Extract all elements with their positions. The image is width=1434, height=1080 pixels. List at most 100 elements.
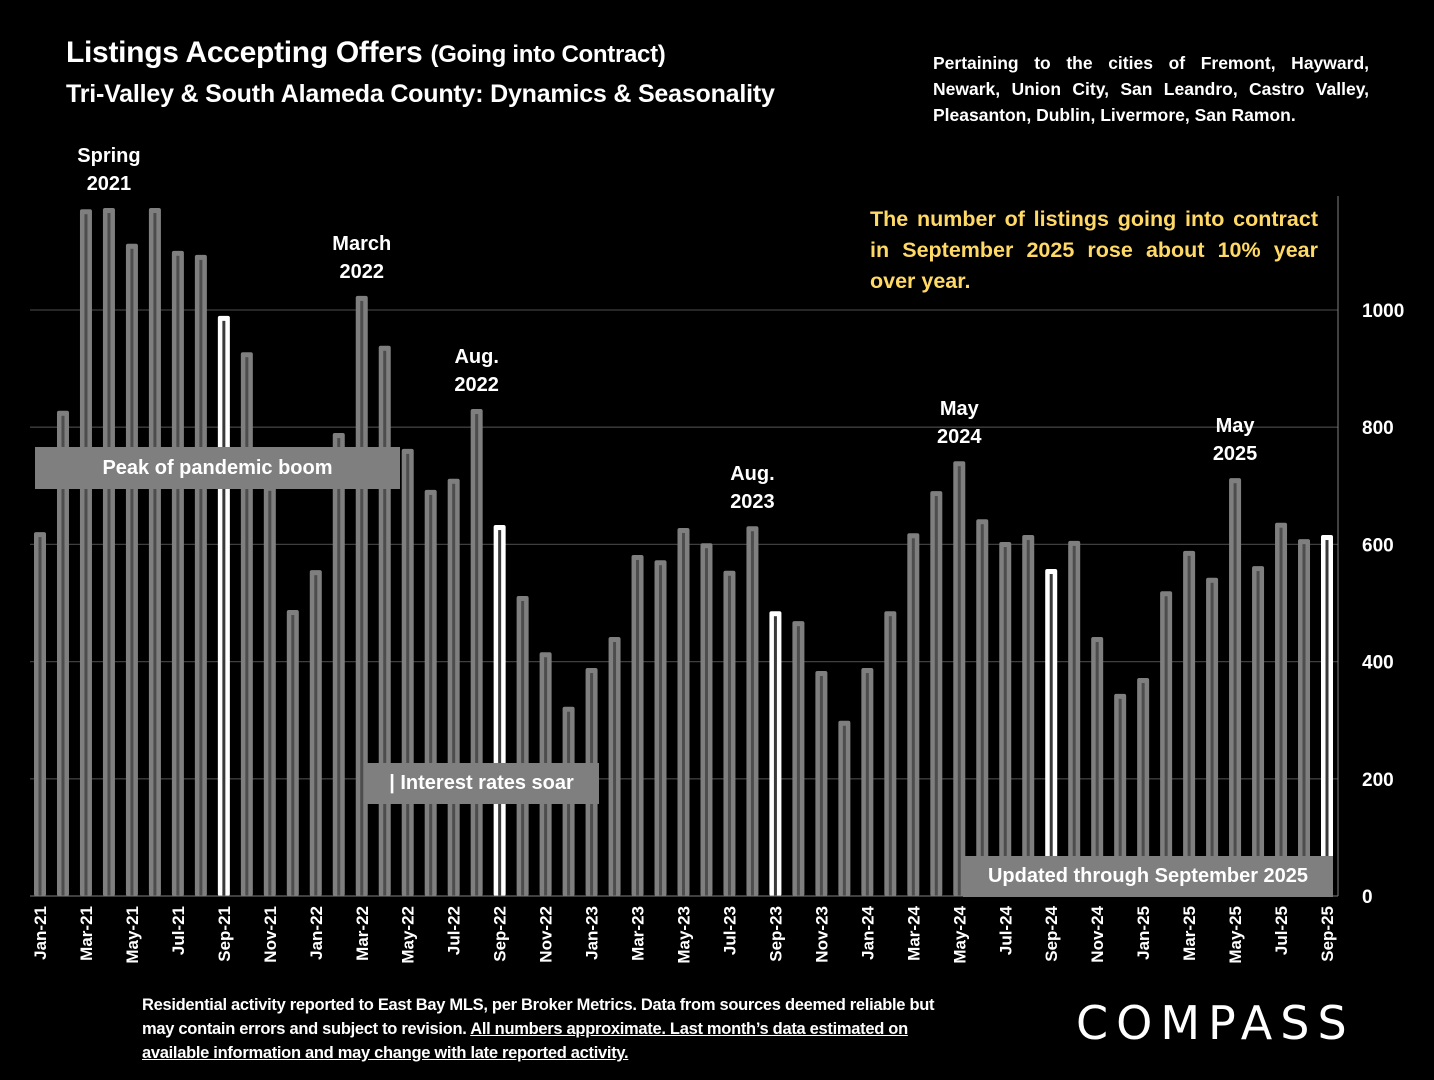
cities-note: Pertaining to the cities of Fremont, Hay…: [933, 53, 1369, 125]
bar-inner: [199, 259, 203, 896]
callout-label: May 2024: [899, 395, 1019, 451]
bar-inner: [750, 531, 754, 896]
x-tick-label: Mar-22: [353, 906, 372, 961]
bar-inner: [130, 248, 134, 897]
bar-inner: [865, 673, 869, 896]
footer-text: Residential activity reported to East Ba…: [142, 996, 935, 1038]
bar-aug-21: [194, 254, 207, 896]
callout-label: Aug. 2023: [692, 460, 812, 516]
callout-line1: March: [332, 232, 392, 255]
bar-apr-21: [102, 208, 115, 896]
bar-inner: [291, 615, 295, 896]
callout-line2: 2021: [86, 173, 132, 196]
bar-inner: [934, 496, 938, 896]
bar-inner: [796, 626, 800, 896]
y-tick-label: 600: [1362, 535, 1394, 556]
bar-jun-22: [424, 489, 437, 896]
bar-inner: [1118, 698, 1122, 896]
bar-oct-24: [1068, 540, 1081, 896]
bar-apr-22: [378, 345, 391, 897]
bar-jan-22: [309, 570, 322, 896]
bar-nov-24: [1091, 636, 1104, 896]
bar-inner: [659, 565, 663, 896]
y-tick-label: 0: [1362, 887, 1373, 908]
bar-jul-22: [447, 478, 460, 896]
updated-through-annotation: Updated through September 2025: [963, 856, 1333, 897]
bar-jul-25: [1275, 522, 1288, 896]
bar-sep-22: [493, 525, 506, 896]
bar-inner: [1141, 683, 1145, 896]
bar-sep-24: [1045, 569, 1058, 896]
bar-mar-23: [631, 554, 644, 896]
bar-jun-23: [700, 543, 713, 896]
bar-inner: [107, 213, 111, 896]
callout-line1: May: [1215, 415, 1255, 438]
x-tick-label: Jul-21: [169, 906, 188, 955]
callout-line2: 2025: [1212, 443, 1258, 466]
bar-jan-21: [34, 532, 46, 896]
bar-inner: [314, 575, 318, 896]
bar-jul-21: [171, 250, 184, 897]
bar-jun-21: [148, 208, 161, 896]
bar-inner: [268, 490, 272, 896]
y-tick-label: 1000: [1362, 301, 1404, 322]
bar-inner: [245, 357, 249, 896]
bar-inner: [1026, 540, 1030, 896]
bar-inner: [1256, 571, 1260, 896]
bar-inner: [704, 548, 708, 896]
bar-inner: [1210, 582, 1214, 896]
bar-may-23: [677, 527, 690, 896]
x-axis-ticks: Jan-21 Mar-21 May-21 Jul-21 Sep-21 Nov-21 Jan-…: [31, 905, 1337, 963]
x-tick-label: Sep-23: [766, 906, 785, 962]
bar-apr-23: [654, 560, 667, 896]
bar-inner: [1279, 527, 1283, 896]
bar-mar-22: [355, 295, 368, 896]
bar-inner: [475, 414, 479, 896]
y-tick-label: 200: [1362, 770, 1394, 791]
bar-inner: [819, 675, 823, 896]
bar-dec-24: [1114, 693, 1127, 896]
bar-sep-21: [217, 315, 230, 896]
x-tick-label: Sep-25: [1318, 906, 1337, 962]
y-axis-ticks: 0 200 400 600 800 1000: [1362, 301, 1404, 908]
bar-feb-25: [1160, 591, 1173, 896]
bar-dec-21: [286, 610, 299, 896]
bar-dec-23: [838, 720, 851, 896]
bar-inner: [636, 559, 640, 896]
x-tick-label: Jan-21: [31, 906, 50, 960]
x-tick-label: May-23: [675, 906, 694, 964]
x-tick-label: Sep-22: [491, 906, 510, 962]
bar-may-22: [401, 448, 414, 896]
bar-inner: [727, 575, 731, 896]
callout-line2: 2022: [339, 260, 385, 283]
x-tick-label: Jan-25: [1134, 906, 1153, 960]
bar-jan-25: [1137, 678, 1150, 896]
bar-may-21: [125, 243, 138, 897]
bar-inner: [222, 320, 226, 896]
bar-apr-24: [930, 491, 943, 896]
bar-apr-25: [1206, 577, 1219, 896]
bar-inner: [1164, 596, 1168, 896]
callout-line1: Spring: [77, 145, 141, 168]
callout-line2: 2022: [454, 374, 499, 397]
bar-inner: [429, 494, 433, 896]
chart-subtitle: Tri-Valley & South Alameda County: Dynam…: [66, 80, 775, 108]
compass-logo: COMPASS: [1076, 996, 1355, 1050]
x-tick-label: May-24: [950, 905, 969, 963]
x-tick-label: Sep-24: [1042, 905, 1061, 961]
bar-mar-24: [907, 533, 920, 896]
bar-inner: [1325, 540, 1329, 896]
x-tick-label: Nov-23: [812, 906, 831, 963]
bar-inner: [360, 300, 364, 896]
bar-feb-23: [608, 636, 621, 896]
x-tick-label: May-22: [399, 906, 418, 964]
bars: [34, 208, 1333, 897]
bar-inner: [1187, 555, 1191, 896]
x-tick-label: Jul-22: [445, 906, 464, 955]
callout-line1: May: [939, 398, 979, 421]
x-tick-label: Jan-23: [583, 906, 602, 960]
bar-nov-23: [815, 670, 828, 896]
bar-jan-24: [861, 668, 874, 896]
bar-aug-25: [1298, 539, 1311, 896]
